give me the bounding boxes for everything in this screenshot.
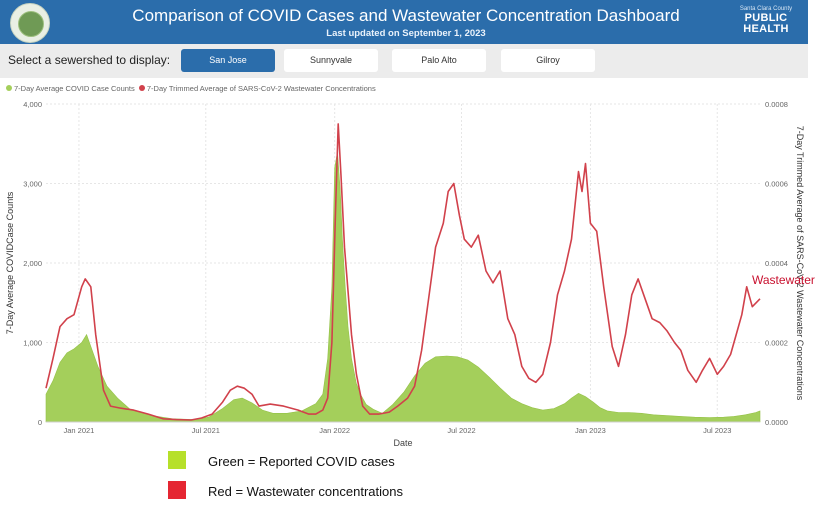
x-tick-label: Jul 2022 <box>447 426 475 435</box>
y-tick-label: 3,000 <box>23 180 42 189</box>
logo-public-text: PUBLIC <box>744 12 788 24</box>
y2-tick-label: 0.0002 <box>765 339 788 348</box>
chart-legend: 7-Day Average COVID Case Counts 7-Day Tr… <box>6 84 378 93</box>
y-tick-label: 4,000 <box>23 100 42 109</box>
green-key-text: Green = Reported COVID cases <box>208 454 395 469</box>
sewershed-selector-label: Select a sewershed to display: <box>8 53 171 67</box>
x-tick-label: Jan 2023 <box>575 426 606 435</box>
sewershed-button-san-jose[interactable]: San Jose <box>181 49 275 72</box>
red-key-text: Red = Wastewater concentrations <box>208 484 403 499</box>
y2-tick-label: 0.0000 <box>765 418 788 427</box>
legend-label-cases: 7-Day Average COVID Case Counts <box>14 84 135 93</box>
last-updated-text: Last updated on September 1, 2023 <box>326 28 486 39</box>
y2-tick-label: 0.0006 <box>765 180 788 189</box>
y-axis-title: 7-Day Average COVIDCase Counts <box>5 191 15 334</box>
red-key-swatch <box>168 481 186 499</box>
logo-health-text: HEALTH <box>743 23 789 35</box>
y-tick-label: 0 <box>38 418 42 427</box>
covid-wastewater-chart: 0 0.0000 1,000 0.0002 2,000 0.0004 3,000 0.0006… <box>5 100 805 448</box>
sewershed-button-gilroy[interactable]: Gilroy <box>501 49 595 72</box>
public-health-logo: Santa Clara County PUBLIC HEALTH <box>738 6 794 40</box>
x-tick-label: Jul 2023 <box>703 426 731 435</box>
county-seal-logo <box>10 3 50 43</box>
x-tick-label: Jan 2021 <box>63 426 94 435</box>
sewershed-button-palo-alto[interactable]: Palo Alto <box>392 49 486 72</box>
wastewater-annotation: Wastewater <box>752 273 815 287</box>
sewershed-button-sunnyvale[interactable]: Sunnyvale <box>284 49 378 72</box>
y2-tick-label: 0.0004 <box>765 259 788 268</box>
legend-label-wastewater: 7-Day Trimmed Average of SARS-CoV-2 Wast… <box>146 84 376 93</box>
sewershed-selector-bar: Select a sewershed to display: San Jose … <box>0 44 808 78</box>
legend-item-cases[interactable]: 7-Day Average COVID Case Counts <box>6 84 135 93</box>
legend-swatch-wastewater <box>138 85 145 91</box>
cases-area <box>45 151 761 423</box>
y-tick-label: 1,000 <box>23 339 42 348</box>
y-tick-label: 2,000 <box>23 259 42 268</box>
green-key-swatch <box>168 451 186 469</box>
x-tick-label: Jul 2021 <box>192 426 220 435</box>
legend-item-wastewater[interactable]: 7-Day Trimmed Average of SARS-CoV-2 Wast… <box>138 84 376 93</box>
x-axis-title: Date <box>393 438 412 448</box>
legend-swatch-cases <box>6 85 12 91</box>
y2-tick-label: 0.0008 <box>765 100 788 109</box>
y2-axis-title: 7-Day Trimmed Average of SARS-CoV-2 Wast… <box>795 126 805 401</box>
dashboard-header: Comparison of COVID Cases and Wastewater… <box>0 0 808 44</box>
wastewater-line <box>45 123 761 421</box>
logo-county-text: Santa Clara County <box>739 6 793 12</box>
x-tick-label: Jan 2022 <box>319 426 350 435</box>
page-title: Comparison of COVID Cases and Wastewater… <box>132 6 680 25</box>
